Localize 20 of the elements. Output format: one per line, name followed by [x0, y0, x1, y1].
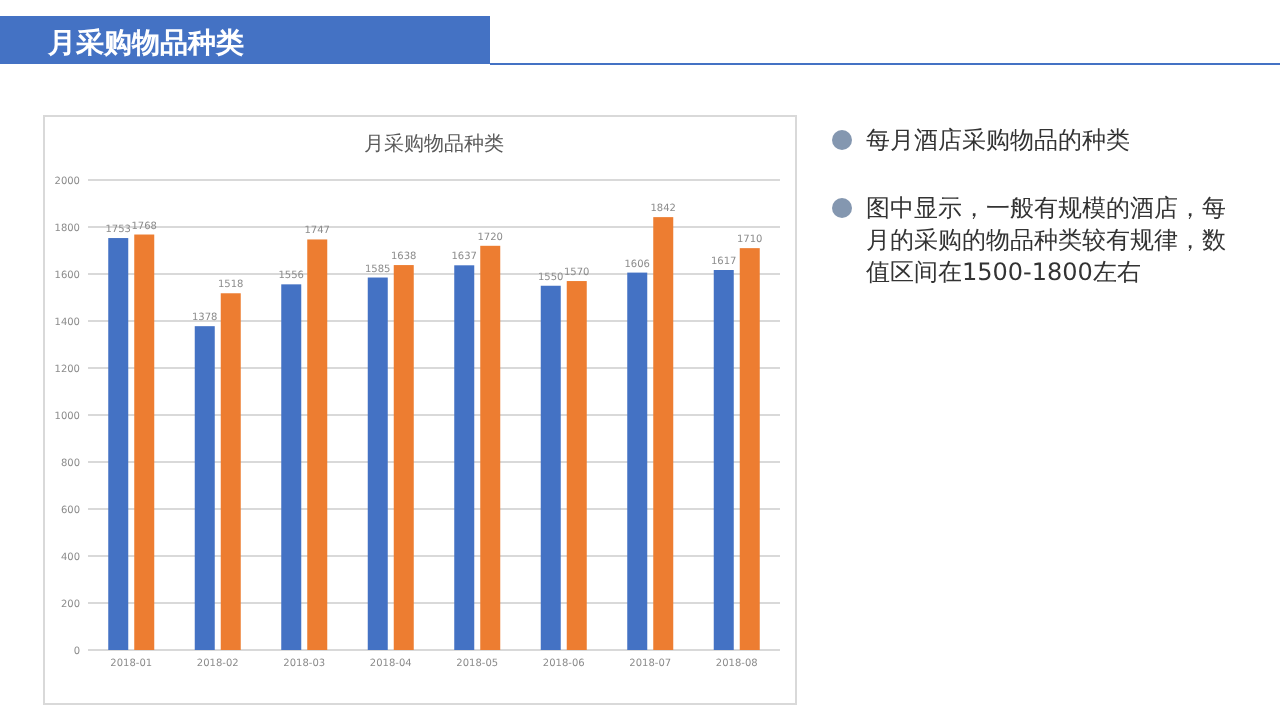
bar: [108, 238, 129, 650]
bar: [653, 217, 674, 650]
bar: [566, 281, 587, 650]
bar: [307, 239, 328, 650]
text: 月采购物品种类: [46, 28, 244, 60]
bar: [220, 293, 241, 650]
bar: [627, 272, 648, 650]
bar: [393, 265, 414, 650]
bar: [739, 248, 760, 650]
bar: [367, 277, 388, 650]
bar: [281, 284, 302, 650]
chart-title: 月采购物品种类: [364, 132, 504, 156]
text: 每月酒店采购物品的种类: [866, 126, 1130, 154]
bar: [713, 270, 734, 650]
bar: [480, 245, 501, 650]
bar: [194, 326, 215, 650]
bar: [134, 234, 155, 650]
text: 图中显示，一般有规模的酒店，每月的采购的物品种类较有规律，数值区间在1500-1800左右: [866, 194, 1226, 286]
bar: [454, 265, 475, 650]
bar: [540, 285, 561, 650]
